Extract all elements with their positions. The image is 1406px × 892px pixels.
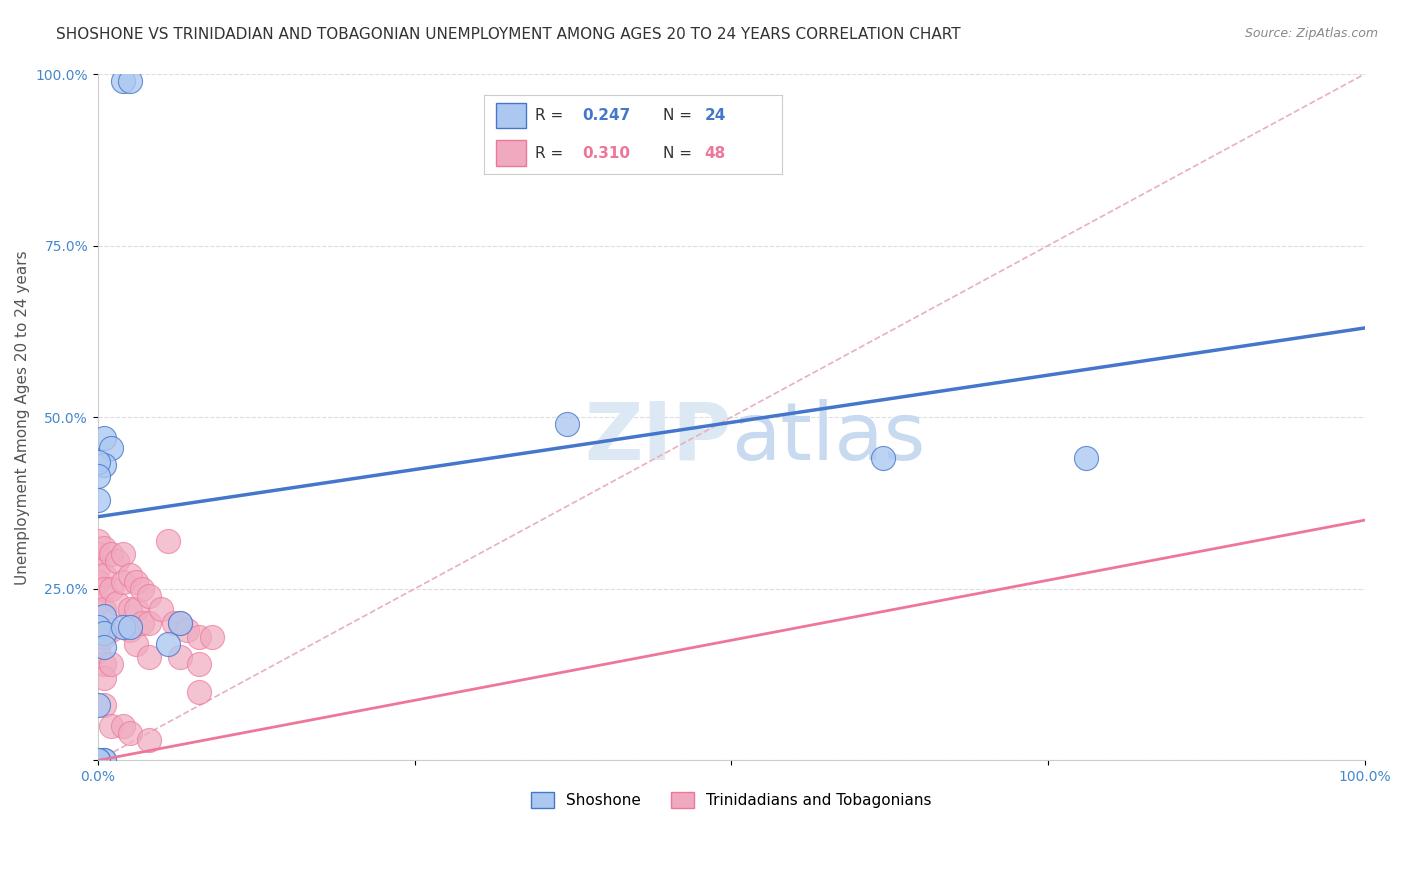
Point	[125, 574, 148, 589]
Point	[112, 548, 135, 562]
Point	[93, 609, 115, 624]
Point	[93, 671, 115, 685]
Point	[872, 451, 894, 466]
Point	[93, 458, 115, 473]
Point	[87, 623, 110, 637]
Point	[93, 753, 115, 767]
Point	[118, 623, 141, 637]
Point	[87, 698, 110, 713]
Point	[112, 719, 135, 733]
Point	[87, 619, 110, 633]
Point	[1074, 451, 1097, 466]
Point	[156, 533, 179, 548]
Point	[93, 753, 115, 767]
Point	[112, 74, 135, 88]
Point	[93, 582, 115, 596]
Point	[118, 619, 141, 633]
Point	[93, 657, 115, 672]
Point	[131, 582, 153, 596]
Point	[87, 643, 110, 657]
Point	[163, 616, 186, 631]
Point	[87, 492, 110, 507]
Point	[169, 616, 191, 631]
Point	[87, 468, 110, 483]
Point	[138, 650, 160, 665]
Point	[100, 657, 122, 672]
Point	[100, 441, 122, 455]
Point	[112, 619, 135, 633]
Point	[169, 650, 191, 665]
Point	[93, 626, 115, 640]
Point	[201, 630, 224, 644]
Point	[93, 602, 115, 616]
Point	[100, 623, 122, 637]
Point	[105, 554, 128, 568]
Point	[156, 637, 179, 651]
Point	[112, 574, 135, 589]
Point	[100, 719, 122, 733]
Point	[93, 568, 115, 582]
Point	[87, 595, 110, 609]
Text: SHOSHONE VS TRINIDADIAN AND TOBAGONIAN UNEMPLOYMENT AMONG AGES 20 TO 24 YEARS CO: SHOSHONE VS TRINIDADIAN AND TOBAGONIAN U…	[56, 27, 960, 42]
Point	[125, 637, 148, 651]
Point	[100, 582, 122, 596]
Text: Source: ZipAtlas.com: Source: ZipAtlas.com	[1244, 27, 1378, 40]
Point	[87, 753, 110, 767]
Point	[87, 548, 110, 562]
Text: atlas: atlas	[731, 399, 925, 477]
Point	[188, 630, 211, 644]
Point	[93, 541, 115, 555]
Point	[150, 602, 173, 616]
Point	[176, 623, 198, 637]
Point	[138, 616, 160, 631]
Point	[87, 753, 110, 767]
Legend: Shoshone, Trinidadians and Tobagonians: Shoshone, Trinidadians and Tobagonians	[524, 787, 938, 814]
Y-axis label: Unemployment Among Ages 20 to 24 years: Unemployment Among Ages 20 to 24 years	[15, 250, 30, 584]
Point	[87, 574, 110, 589]
Point	[138, 589, 160, 603]
Point	[188, 685, 211, 699]
Point	[118, 726, 141, 740]
Point	[188, 657, 211, 672]
Point	[93, 640, 115, 654]
Point	[555, 417, 578, 431]
Point	[118, 568, 141, 582]
Point	[169, 616, 191, 631]
Point	[118, 74, 141, 88]
Point	[87, 533, 110, 548]
Point	[105, 595, 128, 609]
Point	[87, 561, 110, 575]
Point	[118, 602, 141, 616]
Point	[93, 431, 115, 445]
Point	[138, 732, 160, 747]
Text: ZIP: ZIP	[583, 399, 731, 477]
Point	[87, 455, 110, 469]
Point	[100, 548, 122, 562]
Point	[125, 602, 148, 616]
Point	[93, 630, 115, 644]
Point	[93, 698, 115, 713]
Point	[131, 616, 153, 631]
